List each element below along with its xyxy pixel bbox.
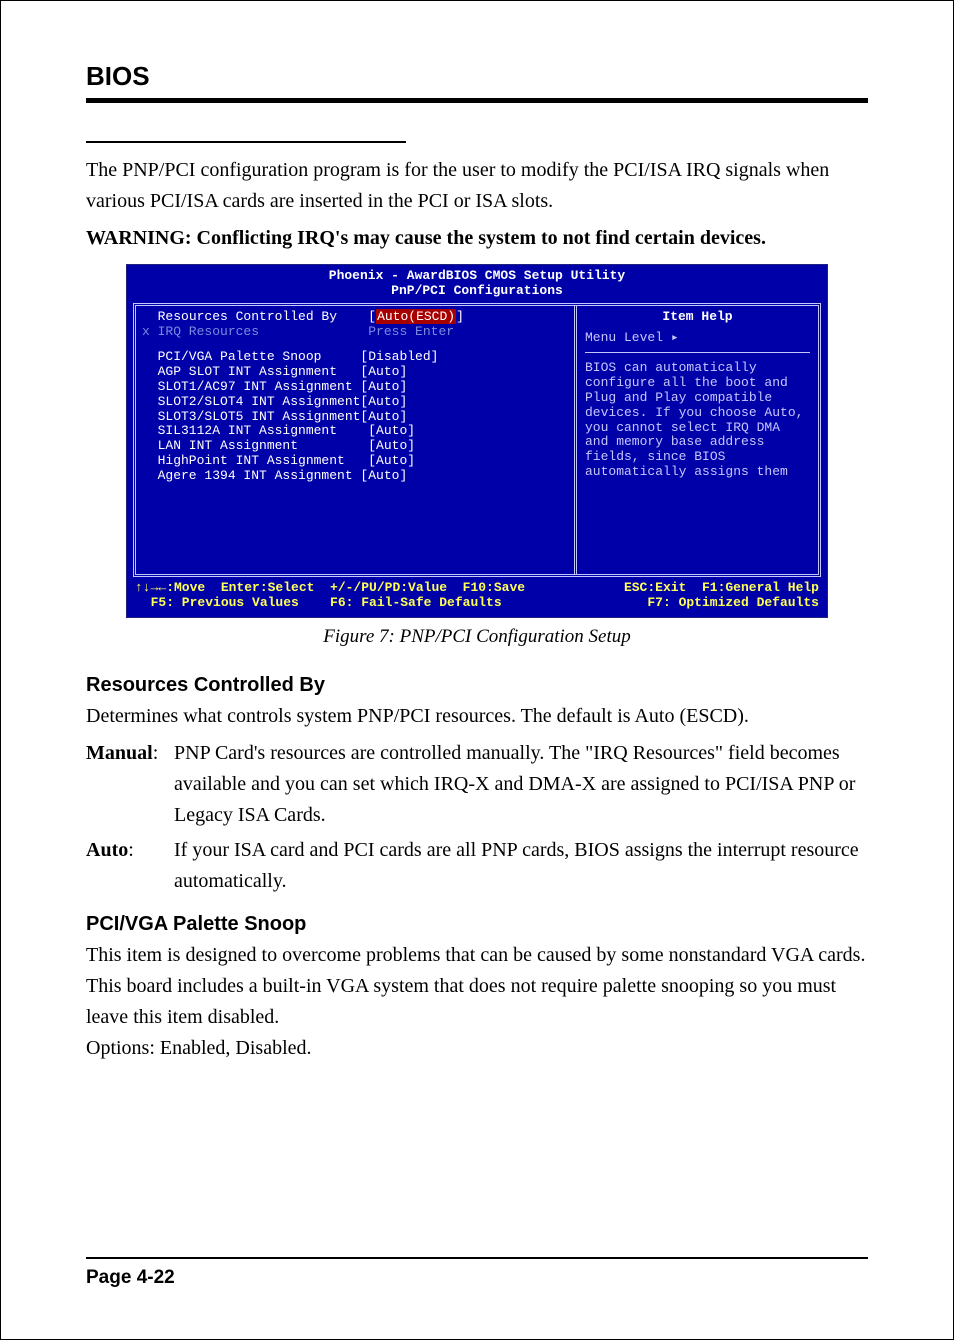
- help-text: BIOS can automatically configure all the…: [585, 361, 810, 481]
- opt-label: x IRQ Resources: [142, 324, 259, 339]
- bios-opt-row[interactable]: Agere 1394 INT Assignment [Auto]: [142, 469, 568, 484]
- opt-label: Resources Controlled By: [158, 309, 337, 324]
- bios-opt-row[interactable]: HighPoint INT Assignment [Auto]: [142, 454, 568, 469]
- footer-rule: [86, 1257, 868, 1259]
- section2-title: PCI/VGA Palette Snoop: [86, 913, 868, 936]
- bios-opt-row[interactable]: SIL3112A INT Assignment [Auto]: [142, 424, 568, 439]
- section1-body: Determines what controls system PNP/PCI …: [86, 701, 868, 732]
- def-auto: Auto: If your ISA card and PCI cards are…: [86, 835, 868, 897]
- def-manual: Manual: PNP Card's resources are control…: [86, 738, 868, 831]
- footer-keys-2l: F5: Previous Values F6: Fail-Safe Defaul…: [135, 596, 502, 611]
- section-short-rule: [86, 141, 406, 143]
- bios-opt-row[interactable]: SLOT1/AC97 INT Assignment [Auto]: [142, 380, 568, 395]
- page-number: Page 4-22: [86, 1267, 868, 1289]
- bios-screenshot: Phoenix - AwardBIOS CMOS Setup Utility P…: [126, 264, 828, 618]
- footer-keys-1l: ↑↓→←:Move Enter:Select +/-/PU/PD:Value F…: [135, 581, 525, 596]
- bios-opt-row[interactable]: SLOT3/SLOT5 INT Assignment[Auto]: [142, 410, 568, 425]
- bios-title-line1: Phoenix - AwardBIOS CMOS Setup Utility: [127, 269, 827, 284]
- bios-opt-row[interactable]: LAN INT Assignment [Auto]: [142, 439, 568, 454]
- intro-paragraph: The PNP/PCI configuration program is for…: [86, 155, 868, 217]
- bios-opt-irq: x IRQ Resources Press Enter: [142, 325, 568, 340]
- def-body: PNP Card's resources are controlled manu…: [174, 738, 868, 831]
- def-term: Auto: [86, 839, 128, 861]
- def-body: If your ISA card and PCI cards are all P…: [174, 835, 868, 897]
- opt-value: Press Enter: [368, 324, 454, 339]
- section2-options: Options: Enabled, Disabled.: [86, 1033, 868, 1064]
- footer-keys-1r: ESC:Exit F1:General Help: [624, 581, 819, 596]
- warning-text: WARNING: Conflicting IRQ's may cause the…: [86, 223, 868, 254]
- bios-left-panel: Resources Controlled By [Auto(ESCD)] x I…: [136, 306, 574, 574]
- bios-title-line2: PnP/PCI Configurations: [127, 284, 827, 299]
- bios-opt-row[interactable]: SLOT2/SLOT4 INT Assignment[Auto]: [142, 395, 568, 410]
- bios-title: Phoenix - AwardBIOS CMOS Setup Utility P…: [127, 265, 827, 301]
- def-term: Manual: [86, 742, 153, 764]
- page-footer: Page 4-22: [86, 1257, 868, 1289]
- help-title: Item Help: [585, 310, 810, 325]
- section2-body: This item is designed to overcome proble…: [86, 940, 868, 1033]
- menu-level: Menu Level ▸: [585, 331, 810, 353]
- figure-caption: Figure 7: PNP/PCI Configuration Setup: [86, 626, 868, 648]
- footer-keys-2r: F7: Optimized Defaults: [647, 596, 819, 611]
- section1-title: Resources Controlled By: [86, 674, 868, 697]
- opt-value-selected: Auto(ESCD): [376, 309, 456, 324]
- bios-opt-row[interactable]: AGP SLOT INT Assignment [Auto]: [142, 365, 568, 380]
- bios-body: Resources Controlled By [Auto(ESCD)] x I…: [133, 303, 821, 577]
- bios-footer: ↑↓→←:Move Enter:Select +/-/PU/PD:Value F…: [127, 579, 827, 617]
- header-rule: [86, 98, 868, 103]
- bios-help-panel: Item Help Menu Level ▸ BIOS can automati…: [574, 306, 818, 574]
- bios-opt-row[interactable]: PCI/VGA Palette Snoop [Disabled]: [142, 350, 568, 365]
- page-header: BIOS: [86, 61, 868, 92]
- bios-opt-resources[interactable]: Resources Controlled By [Auto(ESCD)]: [142, 310, 568, 325]
